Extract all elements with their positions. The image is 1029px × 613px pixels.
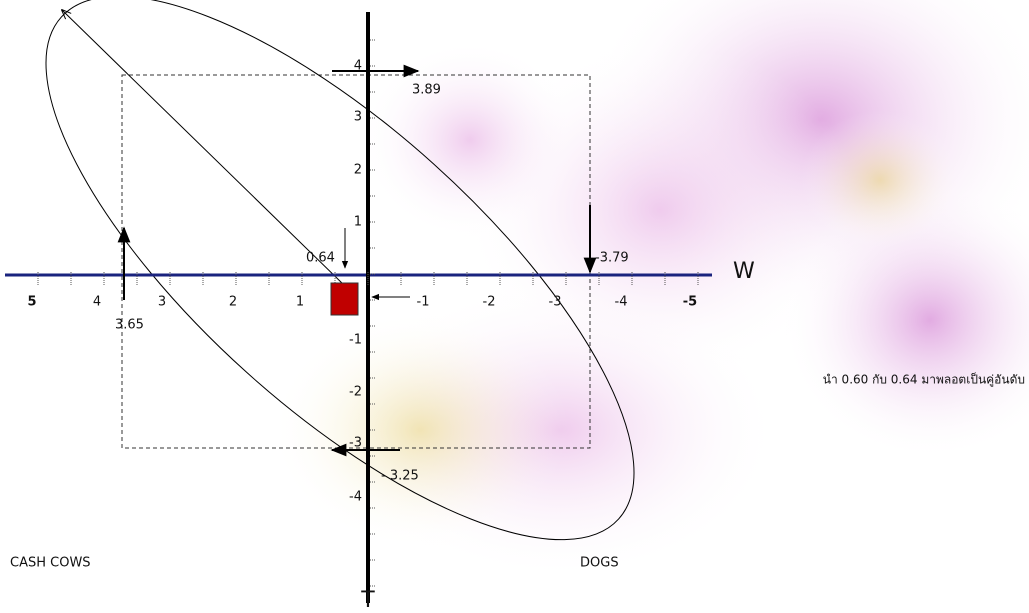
y-tick-label: -4	[349, 490, 362, 505]
x-tick-label: -1	[417, 295, 430, 310]
y-tick-label: 2	[354, 163, 362, 178]
note: นำ 0.60 กับ 0.64 มาพลอตเป็นคู่อันดับ	[823, 372, 1025, 388]
annotation: 0.64	[306, 251, 335, 266]
x-tick-label: 5	[27, 295, 36, 310]
y-tick-label: -2	[349, 385, 362, 400]
x-tick-label: -5	[683, 295, 697, 310]
annotation: - 3.25	[381, 469, 419, 484]
annotation: 3.89	[412, 83, 441, 98]
y-tick-label: 4	[354, 59, 362, 74]
annotation: -3.79	[595, 251, 629, 266]
x-tick-label: -4	[615, 295, 628, 310]
annotation: 3.65	[115, 318, 144, 333]
y-axis-label: T	[360, 588, 375, 613]
quadrant-label: DOGS	[580, 556, 619, 571]
x-tick-label: 4	[93, 295, 101, 310]
diagram: 5 4 3 2 1 -1 -2 -3 -4 -5 4 3 2 1 -1 -2 -3 -4 W T 3.89 0.…	[0, 0, 1029, 613]
y-tick-label: -1	[349, 333, 362, 348]
point-marker	[331, 283, 358, 315]
y-tick-label: -3	[349, 436, 362, 451]
x-tick-label: -2	[483, 295, 496, 310]
x-axis-label: W	[733, 259, 755, 284]
x-tick-label: 1	[296, 295, 304, 310]
x-tick-label: -3	[549, 295, 562, 310]
y-tick-label: 1	[354, 215, 362, 230]
x-tick-label: 2	[229, 295, 237, 310]
quadrant-label: CASH COWS	[10, 556, 91, 571]
x-tick-label: 3	[158, 295, 166, 310]
y-tick-label: 3	[354, 110, 362, 125]
